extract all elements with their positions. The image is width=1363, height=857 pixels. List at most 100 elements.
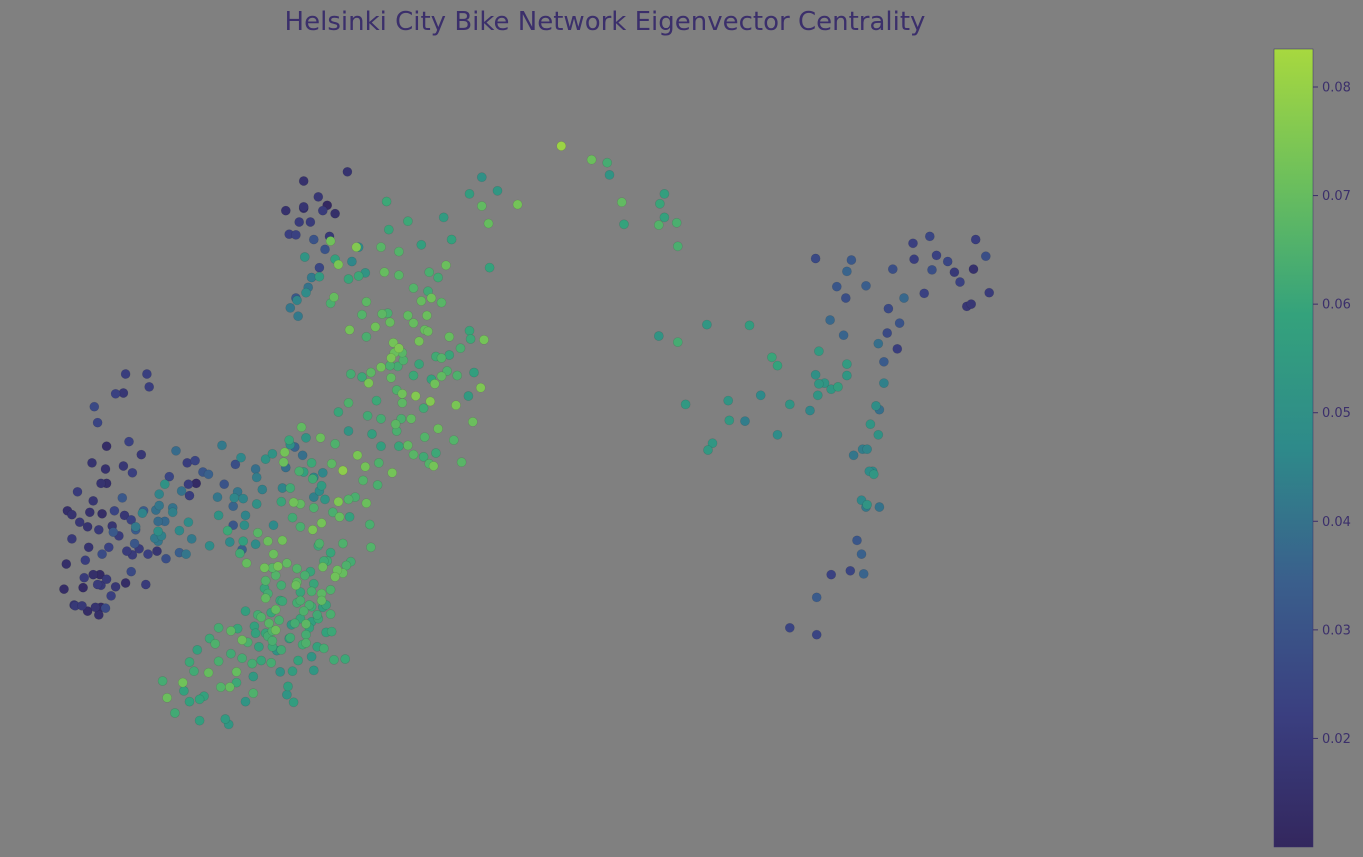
station-point [357,372,367,382]
station-point [924,231,935,242]
station-point [467,416,478,427]
station-point [229,492,240,503]
station-point [88,495,99,506]
station-point [121,546,132,556]
station-point [74,517,85,528]
station-point [317,562,328,572]
station-point [874,502,885,512]
station-point [299,570,310,581]
station-point [234,548,245,559]
station-point [194,715,205,726]
station-point [908,238,918,249]
station-point [402,440,413,451]
station-point [252,527,263,538]
station-point [360,461,371,472]
station-point [126,566,137,577]
station-point [616,197,627,208]
station-point [301,638,311,648]
colorbar-tick-label: 0.02 [1322,732,1351,747]
station-point [556,141,567,151]
station-point [707,438,718,449]
station-point [279,447,290,458]
station-point [96,478,106,489]
station-point [240,606,251,616]
station-point [464,325,475,336]
station-point [325,236,336,246]
station-point [381,196,392,207]
station-point [955,277,965,287]
station-point [329,292,339,303]
station-point [383,224,394,235]
station-point [352,450,363,461]
station-point [418,403,429,414]
station-point [250,464,261,474]
station-point [833,381,843,392]
station-point [448,435,459,445]
station-point [264,618,274,629]
station-point [61,559,72,569]
station-point [301,432,311,443]
station-point [79,572,90,583]
station-point [703,445,713,455]
station-point [408,370,419,381]
station-point [469,367,479,378]
station-point [237,635,247,645]
station-point [308,234,319,245]
station-point [281,689,292,700]
station-point [119,510,130,521]
station-point [856,549,867,559]
station-point [217,440,227,451]
station-point [169,708,180,718]
station-point [333,407,344,417]
station-point [230,459,241,470]
station-point [78,582,88,593]
station-point [270,625,281,635]
station-point [810,253,821,264]
station-point [320,494,330,505]
station-point [840,293,851,303]
station-point [357,309,367,320]
station-point [275,667,286,677]
station-point [260,454,271,464]
station-point [140,579,151,590]
station-point [304,600,315,610]
station-point [136,449,147,460]
station-point [318,643,329,654]
station-point [143,549,153,559]
station-point [364,519,375,530]
station-point [919,288,930,299]
station-point [433,423,443,434]
station-point [250,628,261,639]
station-point [313,191,324,202]
station-point [814,378,824,389]
station-point [724,415,735,426]
station-point [181,549,191,559]
station-point [387,467,398,478]
station-point [213,656,224,667]
station-point [892,343,903,354]
station-point [189,666,199,677]
station-point [416,296,427,306]
station-point [659,188,670,199]
station-point [293,655,303,666]
station-point [326,458,337,469]
station-point [162,692,172,703]
station-point [426,293,437,303]
station-point [320,244,330,255]
station-point [110,388,121,399]
station-point [810,369,821,380]
station-point [250,539,261,550]
station-point [203,469,214,480]
station-point [672,337,683,347]
station-point [414,359,424,369]
station-point [295,521,306,532]
station-point [308,492,319,502]
station-point [455,343,466,354]
station-point [295,595,306,606]
station-point [225,648,236,659]
station-point [253,641,264,652]
station-point [421,310,432,321]
station-point [312,610,323,620]
station-point [814,346,824,357]
station-point [213,510,224,521]
